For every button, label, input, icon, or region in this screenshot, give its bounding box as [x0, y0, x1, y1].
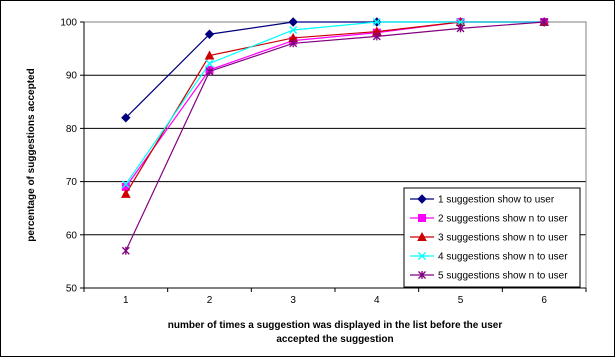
series-5-point-5 — [456, 24, 465, 33]
series-1-point-3 — [288, 17, 298, 27]
series-5-line — [125, 21, 545, 252]
legend-swatch-marker-2 — [418, 214, 426, 222]
y-tick-label-60: 60 — [66, 230, 78, 241]
legend-swatch-marker-1 — [417, 194, 427, 204]
series-4-line — [125, 21, 545, 185]
y-tick-label-90: 90 — [66, 71, 78, 82]
legend-item-2: 2 suggestions show n to user — [410, 214, 568, 225]
series-3-point-1 — [121, 188, 131, 198]
y-tick-label-50: 50 — [66, 284, 78, 295]
x-tick-label-4: 4 — [374, 295, 380, 306]
legend-item-1: 1 suggestion show to user — [410, 194, 555, 206]
legend-label-4: 4 suggestions show n to user — [438, 252, 568, 263]
series-4-point-4 — [372, 18, 381, 26]
legend-label-1: 1 suggestion show to user — [438, 195, 555, 206]
x-tick-label-3: 3 — [290, 295, 296, 306]
legend-item-4: 4 suggestions show n to user — [410, 252, 568, 263]
legend-swatch-marker-4 — [418, 252, 426, 260]
x-axis-title-line-1: number of times a suggestion was display… — [168, 320, 503, 331]
x-tick-label-5: 5 — [458, 295, 464, 306]
series-5-point-4 — [372, 32, 381, 41]
y-tick-label-70: 70 — [66, 177, 78, 188]
legend-item-5: 5 suggestions show n to user — [410, 271, 568, 282]
legend-label-5: 5 suggestions show n to user — [438, 271, 568, 282]
legend-label-2: 2 suggestions show n to user — [438, 214, 568, 225]
series-2 — [121, 18, 549, 191]
legend-swatch-marker-5 — [418, 271, 426, 279]
data-series — [121, 16, 550, 255]
x-axis-title-line-2: accepted the suggestion — [276, 334, 393, 345]
series-1-point-1 — [121, 113, 131, 123]
series-4-point-3 — [289, 26, 298, 34]
legend-swatch-marker-3 — [417, 231, 427, 241]
axes: 50 60 70 80 90 100 1 2 3 4 5 6 — [60, 18, 587, 306]
series-4-point-5 — [456, 18, 465, 26]
x-tick-label-1: 1 — [123, 295, 129, 306]
series-5-point-3 — [289, 39, 298, 48]
legend-label-3: 3 suggestions show n to user — [438, 233, 568, 244]
series-3 — [121, 16, 550, 198]
y-tick-label-100: 100 — [60, 18, 77, 29]
series-2-line — [125, 21, 545, 188]
series-5 — [121, 18, 549, 255]
series-1 — [121, 17, 549, 123]
series-1-point-2 — [204, 29, 215, 39]
x-tick-label-2: 2 — [207, 295, 213, 306]
series-5-point-2 — [205, 67, 214, 76]
y-axis-title: percentage of suggestions accepted — [26, 68, 37, 241]
y-tick-label-80: 80 — [66, 124, 78, 135]
legend-item-3: 3 suggestions show n to user — [410, 231, 568, 244]
x-tick-label-6: 6 — [541, 295, 547, 306]
series-4-point-2 — [205, 59, 214, 68]
series-5-point-6 — [540, 18, 549, 26]
series-3-line — [125, 21, 545, 195]
series-3-point-2 — [204, 50, 215, 60]
series-4-point-1 — [121, 180, 130, 189]
legend: 1 suggestion show to user 2 suggestions s… — [403, 187, 581, 288]
series-5-point-1 — [121, 246, 130, 255]
